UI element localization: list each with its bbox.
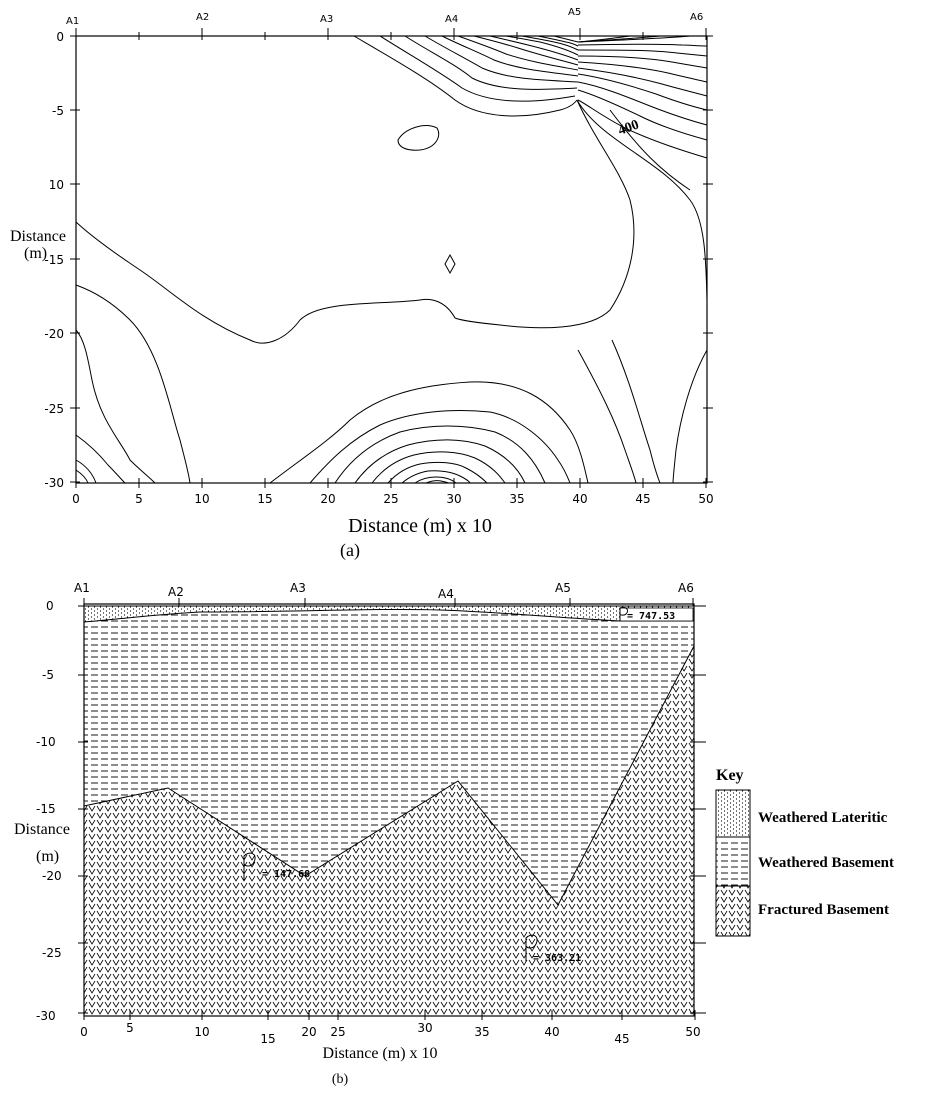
y-tick-neg20: -20 (44, 327, 64, 341)
legend-swatch-fractured (715, 885, 751, 937)
panel-b-y-axis: 0 -5 -10 -15 -20 -25 -30 Distance (m) (14, 599, 706, 1023)
contour-label-400: 400 (616, 117, 641, 138)
rho-annotation-747: = 747.53 (619, 607, 694, 622)
x-tick-25: 25 (383, 492, 398, 506)
station-label-a2: A2 (196, 12, 209, 23)
x-tick-45: 45 (635, 492, 650, 506)
b-y-tick-0: 0 (46, 599, 54, 613)
panel-b-caption: (b) (332, 1072, 349, 1087)
layer-weathered-basement (84, 609, 694, 905)
y-tick-neg15: -15 (44, 253, 64, 267)
b-y-tick-neg10: -10 (36, 735, 56, 749)
x-tick-40: 40 (572, 492, 587, 506)
panel-b-geoelectric-section: A1 A2 A3 A4 A5 A6 0 -5 -10 -15 (14, 581, 706, 1087)
legend-label-lateritic: Weathered Lateritic (758, 810, 888, 826)
legend-label-fractured: Fractured Basement (758, 902, 889, 918)
b-y-tick-neg5: -5 (42, 668, 54, 682)
rho-symbol-icon (619, 607, 629, 621)
legend-label-weathered: Weathered Basement (758, 855, 894, 871)
y-tick-neg5: -5 (52, 104, 64, 118)
x-tick-5: 5 (135, 492, 143, 506)
x-tick-30: 30 (446, 492, 461, 506)
rho-value-363: = 363.21 (533, 953, 581, 964)
legend-swatch-lateritic (715, 789, 751, 838)
panel-b-y-label-line1: Distance (14, 821, 70, 838)
station-label-a5: A5 (568, 7, 581, 18)
b-y-tick-neg25: -25 (42, 946, 62, 960)
panel-a-x-axis-label: Distance (m) x 10 (348, 515, 492, 537)
x-tick-10: 10 (194, 492, 209, 506)
panel-a-caption: (a) (340, 540, 360, 561)
b-x-tick-45: 45 (614, 1032, 629, 1046)
b-x-tick-5: 5 (126, 1021, 134, 1035)
rho-annotation-363: = 363.21 (525, 934, 581, 964)
station-label-a3: A3 (320, 14, 333, 25)
panel-b-x-axis: 0 5 10 15 20 25 30 35 40 45 50 (80, 1010, 701, 1046)
station-label-a6: A6 (690, 12, 703, 23)
b-x-tick-30: 30 (417, 1021, 432, 1035)
b-x-tick-10: 10 (194, 1025, 209, 1039)
y-axis-label-line1: Distance (10, 228, 66, 245)
x-tick-0: 0 (72, 492, 80, 506)
legend-title: Key (716, 767, 744, 784)
y-tick-10: 10 (49, 178, 64, 192)
b-x-tick-35: 35 (474, 1025, 489, 1039)
y-tick-neg25: -25 (44, 402, 64, 416)
y-tick-neg30: -30 (44, 476, 64, 490)
panel-a-bottom-contours (269, 339, 708, 484)
station-label-a1: A1 (66, 16, 79, 27)
panel-a-mid-contours (75, 99, 708, 484)
station-b-a1: A1 (74, 581, 90, 595)
b-y-tick-neg30: -30 (36, 1009, 56, 1023)
station-b-a2: A2 (168, 585, 184, 599)
panel-a-contour-lines (353, 35, 708, 159)
x-tick-15: 15 (257, 492, 272, 506)
panel-b-x-axis-label: Distance (m) x 10 (322, 1045, 437, 1062)
station-b-a6: A6 (678, 581, 694, 595)
panel-b-station-labels: A1 A2 A3 A4 A5 A6 (74, 581, 694, 606)
b-x-tick-40: 40 (544, 1025, 559, 1039)
b-x-tick-20: 20 (301, 1025, 316, 1039)
station-label-a4: A4 (445, 14, 458, 25)
closed-contour-small (397, 125, 440, 151)
b-y-tick-neg20: -20 (42, 869, 62, 883)
x-tick-50: 50 (698, 492, 713, 506)
rho-symbol-icon (243, 852, 256, 880)
closed-contour-tiny (444, 253, 456, 275)
panel-a-x-axis: 0 5 10 15 20 25 30 35 40 45 50 (72, 478, 714, 506)
panel-b-frame (83, 603, 695, 1017)
b-x-tick-50: 50 (685, 1025, 700, 1039)
panel-a-station-labels: A1 A2 A3 A4 A5 A6 (66, 7, 707, 40)
panel-a-y-axis: 0 -5 10 -15 -20 -25 -30 Distance (m) (10, 30, 713, 490)
station-b-a3: A3 (290, 581, 306, 595)
panel-b-y-label-line2: (m) (36, 848, 59, 865)
b-x-tick-0: 0 (80, 1025, 88, 1039)
rho-annotation-147: = 147.68 (243, 852, 310, 880)
b-x-tick-15: 15 (260, 1032, 275, 1046)
station-b-a5: A5 (555, 581, 571, 595)
x-tick-20: 20 (320, 492, 335, 506)
x-tick-35: 35 (509, 492, 524, 506)
station-b-a4: A4 (438, 587, 454, 601)
rho-symbol-icon (525, 934, 538, 962)
legend-key: Key Weathered Lateritic Weathered Baseme… (715, 767, 894, 937)
y-axis-label-line2: (m) (24, 245, 47, 262)
y-tick-0: 0 (56, 30, 64, 44)
rho-value-147: = 147.68 (262, 869, 310, 880)
legend-swatch-weathered (715, 836, 751, 887)
b-y-tick-neg15: -15 (36, 802, 56, 816)
rho-value-747: = 747.53 (627, 611, 675, 622)
b-x-tick-25: 25 (330, 1025, 345, 1039)
panel-a-contour-map: 400 A1 A2 A3 A4 A5 A6 (10, 7, 714, 561)
